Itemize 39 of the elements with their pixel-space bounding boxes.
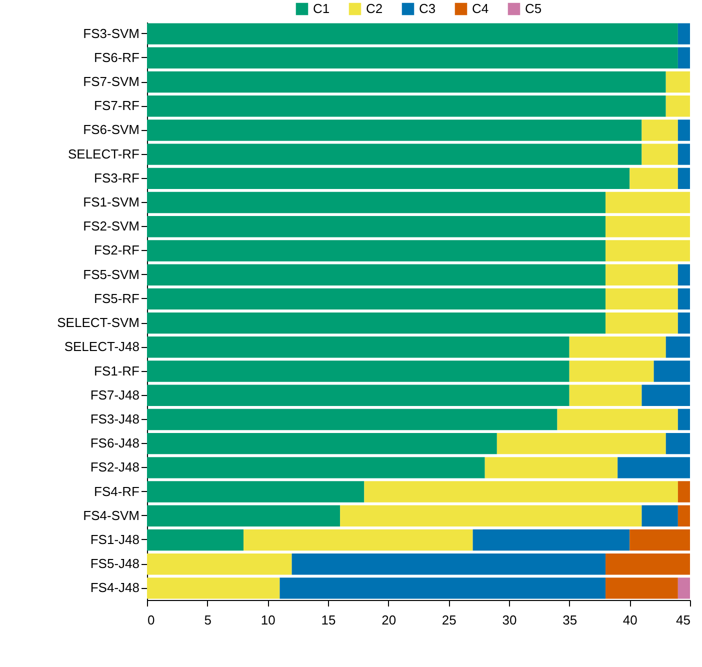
y-tick-label: FS5-RF: [94, 290, 140, 306]
y-tick-label: FS7-J48: [90, 387, 140, 402]
x-tick-label: 40: [622, 612, 638, 628]
y-tick-label: FS6-J48: [90, 436, 140, 451]
legend-label: C1: [313, 1, 330, 16]
x-tick-label: 5: [204, 612, 212, 628]
y-tick-label: SELECT-SVM: [57, 315, 140, 330]
x-tick-label: 30: [502, 612, 517, 628]
legend-label: C5: [525, 1, 542, 16]
legend-label: C2: [366, 1, 383, 16]
x-tick-label: 35: [562, 612, 578, 628]
legend-label: C4: [472, 1, 489, 16]
y-tick-label: FS2-J48: [90, 460, 140, 475]
y-tick-label: FS1-RF: [94, 363, 140, 378]
y-tick-label: FS2-RF: [94, 242, 140, 258]
y-tick-label: FS6-SVM: [83, 122, 140, 138]
y-tick-label: FS5-J48: [90, 556, 140, 572]
y-tick-label: FS3-RF: [94, 170, 140, 186]
x-tick-label: 0: [148, 612, 155, 628]
y-tick-label: FS7-RF: [94, 98, 140, 114]
x-tick-label: 20: [382, 612, 396, 628]
y-tick-label: FS1-SVM: [83, 194, 140, 210]
y-tick-label: FS4-SVM: [83, 508, 140, 523]
y-tick-label: FS7-SVM: [83, 74, 140, 90]
y-tick-label: SELECT-J48: [64, 339, 140, 354]
y-tick-label: FS1-J48: [90, 532, 140, 547]
legend-label: C3: [419, 1, 436, 16]
y-tick-label: FS3-J48: [90, 411, 140, 426]
x-tick-label: 45: [676, 612, 690, 628]
x-tick-label: 10: [260, 612, 276, 628]
y-tick-label: FS4-RF: [94, 484, 140, 499]
y-tick-label: FS4-J48: [90, 580, 140, 596]
y-tick-label: FS5-SVM: [83, 266, 140, 282]
x-tick-label: 25: [442, 612, 456, 628]
x-tick-label: 15: [321, 612, 336, 628]
y-tick-label: SELECT-RF: [68, 146, 140, 162]
y-tick-label: FS2-SVM: [83, 218, 140, 234]
y-tick-label: FS3-SVM: [83, 26, 140, 41]
y-tick-label: FS6-RF: [94, 50, 140, 65]
